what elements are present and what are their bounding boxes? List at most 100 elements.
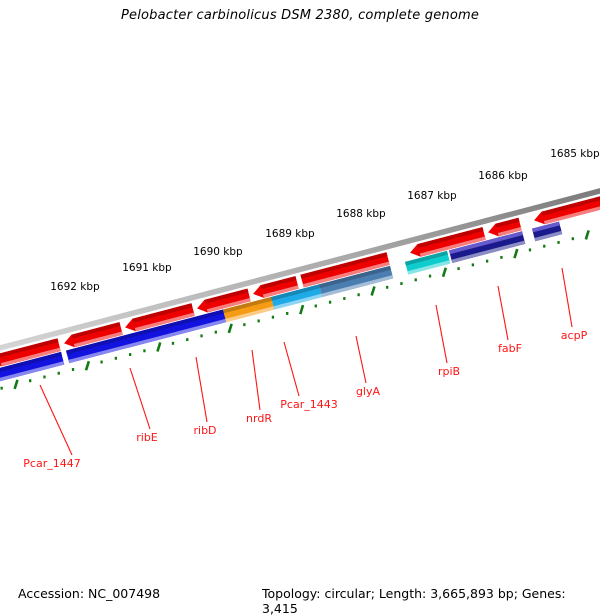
coordinate-label: 1690 kbp <box>193 246 243 258</box>
axis-tick-major <box>441 267 448 278</box>
axis-tick-minor <box>543 244 546 248</box>
gene-feature-bevel-bottom <box>534 230 563 242</box>
genome-backbone <box>0 188 600 351</box>
genome-viewer: Pelobacter carbinolicus DSM 2380, comple… <box>0 8 600 616</box>
axis-tick-minor <box>386 285 389 289</box>
coordinate-label: 1686 kbp <box>478 170 528 182</box>
axis-tick-minor <box>428 274 432 278</box>
axis-tick-minor <box>214 330 217 334</box>
gene-feature-bevel-top <box>318 265 391 289</box>
accession-text: Accession: NC_007498 <box>18 586 161 601</box>
axis-tick-minor <box>186 338 189 342</box>
axis-tick-minor <box>314 304 317 308</box>
gene-label-leader-line <box>39 384 73 456</box>
gene-feature-bevel-top <box>270 284 320 301</box>
gene-feature-bevel-bottom <box>134 312 195 332</box>
axis-tick-major <box>227 323 233 334</box>
axis-tick-major <box>370 286 376 296</box>
axis-tick-minor <box>243 323 246 327</box>
gene-feature-bevel-top <box>0 338 59 358</box>
gene-label[interactable]: Pcar_1447 <box>23 457 80 470</box>
gene-label[interactable]: ribE <box>136 431 158 444</box>
axis-tick-minor <box>485 259 489 263</box>
axis-tick-minor <box>200 334 203 338</box>
axis-tick-minor <box>0 386 3 390</box>
axis-tick-minor <box>29 379 32 383</box>
gene-feature-bevel-top <box>222 296 272 314</box>
axis-tick-minor <box>414 278 417 282</box>
genome-axis <box>0 188 600 351</box>
axis-tick-minor <box>471 263 475 267</box>
page-title: Pelobacter carbinolicus DSM 2380, comple… <box>120 8 480 23</box>
axis-tick-minor <box>257 319 260 323</box>
gene-label[interactable]: acpP <box>561 329 588 342</box>
gene-label[interactable]: nrdR <box>246 412 272 425</box>
axis-tick-major <box>299 304 305 315</box>
forward-strand-track <box>0 196 600 367</box>
axis-tick-minor <box>328 300 332 304</box>
axis-tick-minor <box>128 353 132 356</box>
gene-feature-bevel-bottom <box>321 275 394 297</box>
gene-feature-bevel-bottom <box>225 306 275 323</box>
gene-label-leader-line <box>129 367 151 430</box>
tick-marks <box>0 230 590 390</box>
gene-label-leader-line <box>355 335 367 384</box>
coordinate-label: 1691 kbp <box>122 262 172 274</box>
axis-tick-major <box>13 379 19 390</box>
gene-feature-bevel-top <box>132 303 193 323</box>
gene-feature-bevel-bottom <box>543 206 600 225</box>
axis-tick-minor <box>557 241 560 244</box>
gene-label[interactable]: glyA <box>356 385 381 398</box>
axis-tick-minor <box>571 237 574 241</box>
gene-feature-bevel-bottom <box>451 240 526 263</box>
gene-labels: Pcar_1447 ribE ribD nrdR Pcar_1443 glyA rpiB fa… <box>23 267 588 470</box>
axis-tick-minor <box>286 312 289 315</box>
gene-label-leader-line <box>195 356 208 423</box>
gene-feature-bevel-top <box>0 351 62 372</box>
axis-tick-minor <box>71 368 75 371</box>
gene-feature-bevel-bottom <box>262 285 299 298</box>
axis-tick-major <box>84 360 91 371</box>
coordinate-label: 1685 kbp <box>550 148 600 160</box>
gene-feature-bevel-top <box>404 250 448 266</box>
coordinate-label: 1688 kbp <box>336 208 386 220</box>
coordinate-label: 1689 kbp <box>265 228 315 240</box>
gene-feature-bevel-bottom <box>73 331 123 348</box>
gene-label[interactable]: rpiB <box>438 365 460 378</box>
coordinate-label: 1687 kbp <box>407 190 457 202</box>
gene-feature-bevel-top <box>448 231 523 255</box>
gene-feature-bevel-bottom <box>0 347 61 367</box>
axis-tick-minor <box>143 349 146 353</box>
axis-tick-minor <box>500 255 503 259</box>
gene-label[interactable]: Pcar_1443 <box>280 398 337 411</box>
axis-tick-minor <box>528 248 532 252</box>
axis-tick-major <box>156 342 162 352</box>
axis-tick-minor <box>114 356 118 360</box>
gene-label[interactable]: ribD <box>193 424 216 437</box>
gene-feature-bevel-bottom <box>273 293 323 310</box>
gene-feature-bevel-top <box>65 309 224 355</box>
axis-tick-minor <box>357 293 360 297</box>
reverse-strand-track <box>0 221 563 382</box>
axis-tick-minor <box>171 341 175 345</box>
axis-tick-minor <box>343 297 346 300</box>
gene-feature-bevel-top <box>541 196 600 216</box>
genome-meta-text: Topology: circular; Length: 3,665,893 bp… <box>262 586 566 616</box>
coordinate-labels: 1685 kbp 1686 kbp 1687 kbp 1688 kbp 1689 kbp… <box>50 148 600 293</box>
gene-feature-bevel-top <box>495 217 520 228</box>
gene-label-leader-line <box>435 304 448 364</box>
axis-tick-minor <box>457 267 460 271</box>
axis-tick-minor <box>43 375 46 379</box>
gene-label-leader-line <box>283 341 300 397</box>
gene-feature-bevel-bottom <box>0 361 65 382</box>
gene-label-leader-line <box>251 349 261 411</box>
gene-feature-bevel-bottom <box>497 227 522 237</box>
gene-label-leader-line <box>497 285 509 341</box>
gene-feature-bevel-bottom <box>206 297 251 313</box>
axis-tick-major <box>513 248 519 259</box>
axis-tick-minor <box>271 315 275 319</box>
gene-label[interactable]: fabF <box>498 342 522 355</box>
gene-feature-bevel-top <box>417 227 484 248</box>
gene-feature-bevel-top <box>260 276 297 290</box>
gene-label-leader-line <box>561 267 573 328</box>
